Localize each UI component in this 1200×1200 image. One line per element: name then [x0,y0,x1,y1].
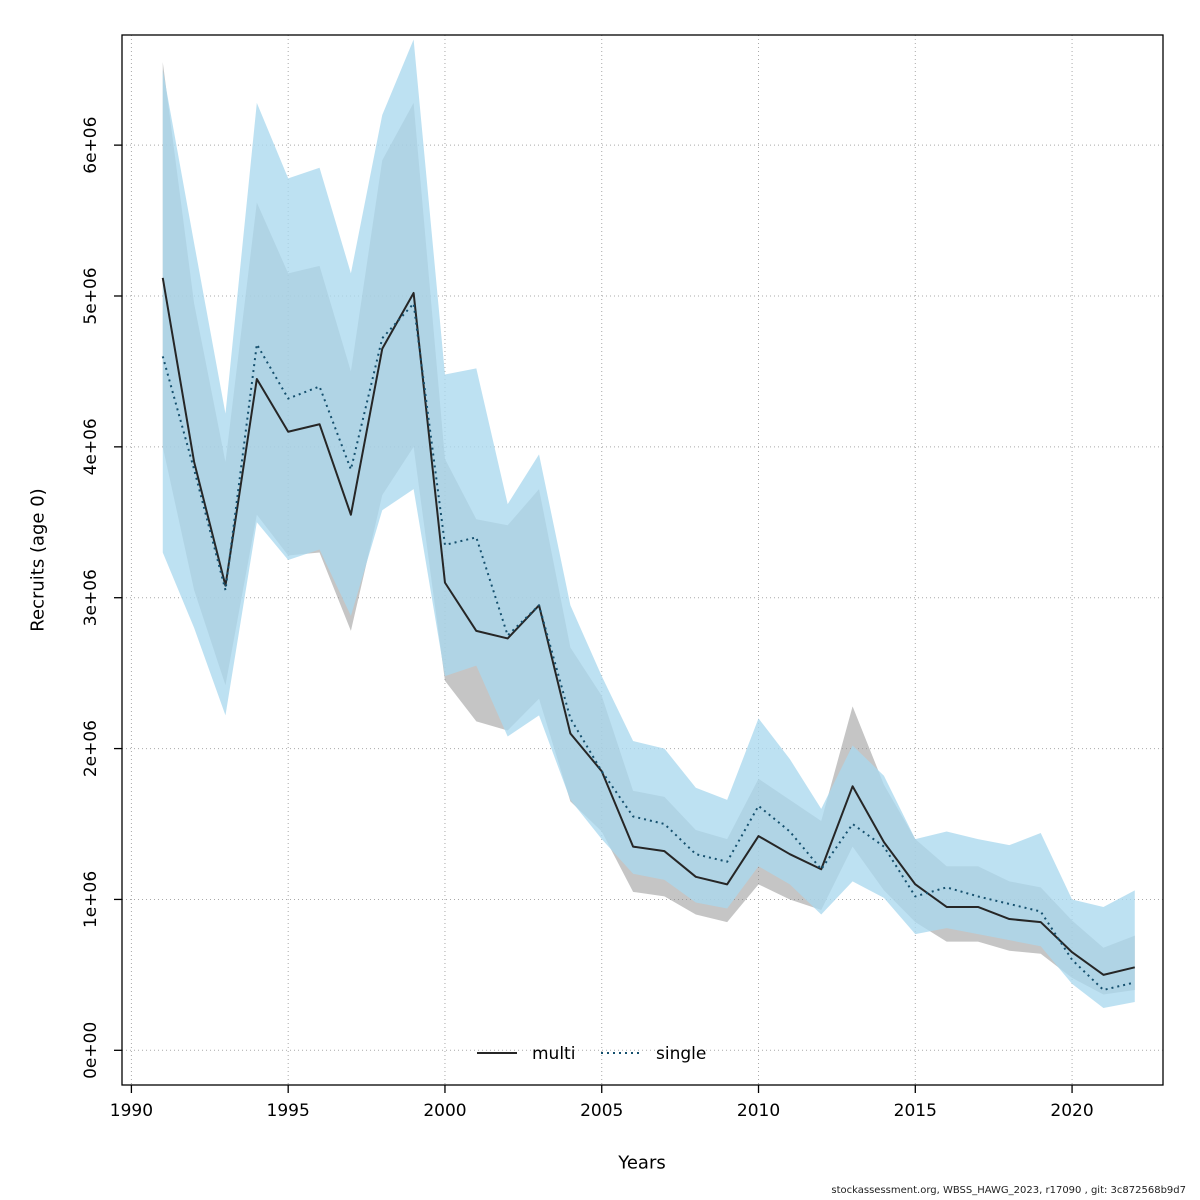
multi-line [161,277,1136,976]
footer-text: stockassessment.org, WBSS_HAWG_2023, r17… [831,1185,1186,1196]
y-tick-label: 4e+06 [81,418,101,475]
y-axis-title: Recruits (age 0) [27,488,49,632]
x-tick-label: 2015 [894,1101,937,1121]
y-tick-label: 2e+06 [81,720,101,777]
single-confidence-band [162,39,1135,1009]
x-tick-label: 2000 [423,1101,466,1121]
single-line [161,302,1136,991]
legend-label-multi: multi [532,1044,575,1064]
x-tick-label: 2005 [580,1101,623,1121]
x-tick-label: 1990 [110,1101,153,1121]
y-tick-label: 3e+06 [81,569,101,626]
x-tick-label: 2020 [1050,1101,1093,1121]
y-tick-label: 6e+06 [81,117,101,174]
y-tick-label: 1e+06 [81,871,101,928]
y-tick-label: 5e+06 [81,267,101,324]
legend-label-single: single [656,1044,706,1064]
x-tick-label: 2010 [737,1101,780,1121]
x-axis-title: Years [618,1152,666,1174]
y-tick-label: 0e+00 [81,1022,101,1079]
plot-border [121,34,1164,1086]
x-tick-label: 1995 [267,1101,310,1121]
